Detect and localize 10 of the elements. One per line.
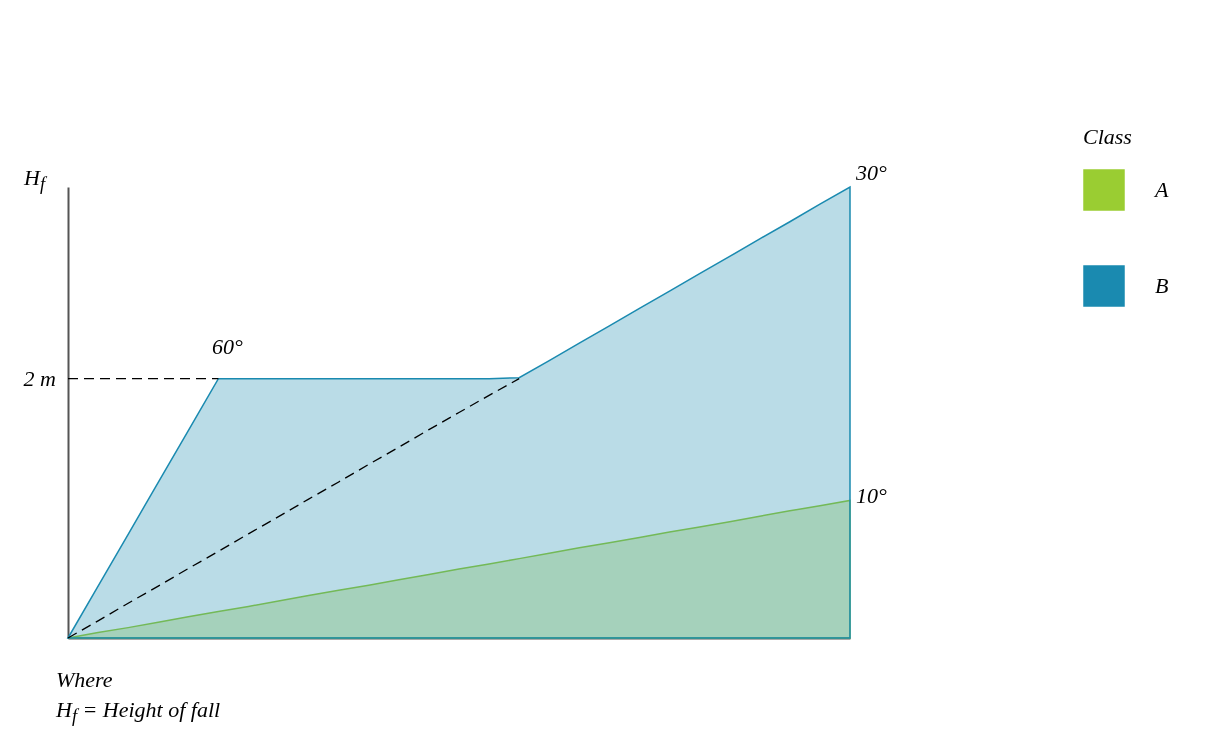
text: 30° [856, 160, 887, 186]
ref-line-label: 2 m [23, 365, 56, 391]
text: Where [56, 667, 113, 693]
legend-title: Class [1083, 124, 1132, 149]
annotation: 60° [212, 334, 243, 360]
text: 10° [856, 483, 887, 509]
legend-label: B [1155, 273, 1169, 298]
text: H$_{f}$ = Height of fall [56, 697, 221, 728]
y-axis-title: H$_{f}$ [24, 165, 45, 196]
legend-label: A [1153, 177, 1169, 202]
